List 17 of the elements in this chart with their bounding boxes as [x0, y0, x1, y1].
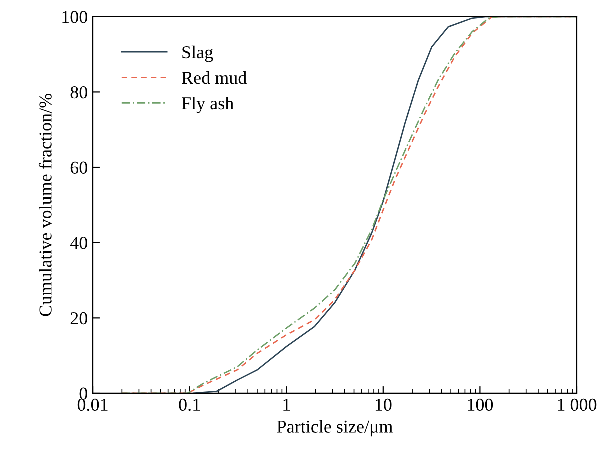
y-tick-label: 20 — [70, 312, 88, 325]
x-tick-label: 100 — [468, 398, 494, 412]
x-axis-title: Particle size/μm — [277, 420, 393, 437]
y-tick-label: 60 — [70, 162, 88, 174]
y-tick-label: 0 — [80, 388, 88, 400]
legend-label: Red mud — [182, 71, 247, 84]
y-axis-title: Cumulative volume fraction/% — [38, 94, 52, 316]
x-tick-label: 1 — [284, 398, 290, 411]
y-tick-label: 40 — [70, 237, 88, 250]
x-tick-label: 0.01 — [78, 398, 108, 412]
y-tick-label: 100 — [62, 11, 88, 24]
x-tick-label: 0.1 — [179, 398, 200, 412]
legend-label: Fly ash — [182, 96, 234, 114]
x-tick-label: 10 — [376, 398, 392, 412]
legend-label: Slag — [182, 46, 214, 62]
y-tick-label: 80 — [70, 86, 88, 99]
x-tick-label: 1 000 — [558, 398, 597, 412]
